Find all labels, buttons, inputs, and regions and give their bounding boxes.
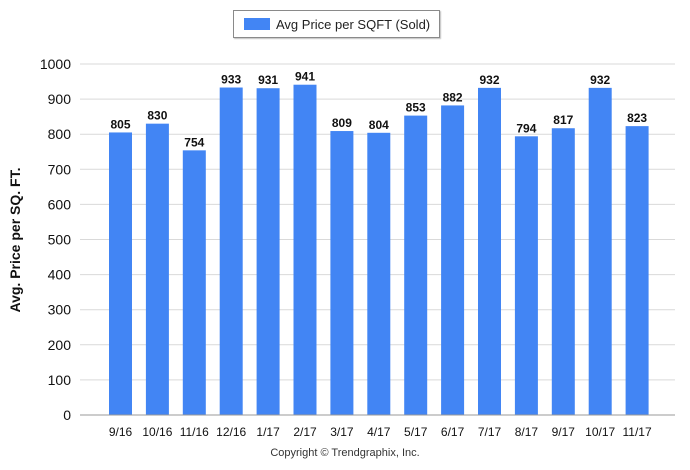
x-tick-label: 12/16 [216, 425, 246, 439]
y-tick-labels: 0 100 200 300 400 500 600 700 800 900 1000 [40, 56, 71, 423]
data-label: 805 [110, 117, 130, 131]
x-tick-label: 10/17 [585, 425, 615, 439]
data-label: 932 [479, 73, 499, 87]
bar [625, 126, 649, 415]
y-tick-label: 1000 [40, 56, 71, 72]
bar [367, 132, 391, 415]
bar [256, 88, 280, 416]
y-tick-label: 0 [63, 407, 71, 423]
y-tick-label: 100 [48, 372, 72, 388]
data-label: 794 [516, 121, 536, 135]
data-label: 830 [147, 109, 167, 123]
x-tick-label: 6/17 [441, 425, 465, 439]
bar [551, 128, 575, 415]
x-tick-labels: 9/16 10/16 11/16 12/16 1/17 2/17 3/17 4/17 5/17 6… [109, 425, 652, 439]
bar [219, 87, 243, 415]
x-tick-label: 9/16 [109, 425, 133, 439]
x-tick-label: 11/17 [623, 425, 652, 439]
data-label: 882 [443, 90, 463, 104]
data-label: 933 [221, 73, 241, 87]
x-tick-label: 8/17 [515, 425, 539, 439]
y-axis-label: Avg. Price per SQ. FT. [7, 167, 23, 313]
y-tick-label: 400 [48, 267, 72, 283]
legend-swatch [244, 18, 270, 30]
data-labels: 805 830 754 933 931 941 809 804 853 882 932 794 817 9… [110, 70, 647, 150]
y-tick-label: 800 [48, 126, 72, 142]
y-tick-label: 200 [48, 337, 72, 353]
bars [109, 84, 649, 416]
data-label: 809 [332, 116, 352, 130]
legend: Avg Price per SQFT (Sold) [233, 10, 440, 38]
y-tick-label: 900 [48, 91, 72, 107]
x-tick-label: 10/16 [142, 425, 172, 439]
data-label: 817 [553, 113, 573, 127]
x-tick-label: 2/17 [293, 425, 317, 439]
bar [404, 115, 428, 416]
bar [441, 105, 465, 415]
bar [109, 132, 132, 415]
legend-label: Avg Price per SQFT (Sold) [276, 16, 431, 32]
data-label: 754 [184, 135, 204, 149]
y-tick-label: 600 [48, 196, 72, 212]
bar [145, 123, 169, 416]
x-tick-label: 4/17 [367, 425, 391, 439]
bar [182, 150, 206, 415]
data-label: 932 [590, 73, 610, 87]
data-label: 853 [406, 101, 426, 115]
y-tick-label: 700 [48, 161, 72, 177]
bar [588, 87, 612, 416]
x-tick-label: 9/17 [552, 425, 576, 439]
x-tick-label: 1/17 [256, 425, 280, 439]
bar [514, 136, 538, 415]
y-tick-label: 300 [48, 302, 72, 318]
bar [293, 84, 317, 416]
x-tick-label: 3/17 [330, 425, 354, 439]
y-tick-label: 500 [48, 232, 72, 248]
bar [478, 87, 501, 416]
x-tick-label: 11/16 [180, 425, 209, 439]
copyright-text: Copyright © Trendgraphix, Inc. [270, 447, 420, 459]
x-tick-label: 7/17 [478, 425, 502, 439]
bar [330, 131, 354, 415]
data-label: 804 [369, 118, 389, 132]
data-label: 941 [295, 70, 315, 84]
data-label: 931 [258, 73, 278, 87]
data-label: 823 [627, 111, 647, 125]
x-tick-label: 5/17 [404, 425, 428, 439]
